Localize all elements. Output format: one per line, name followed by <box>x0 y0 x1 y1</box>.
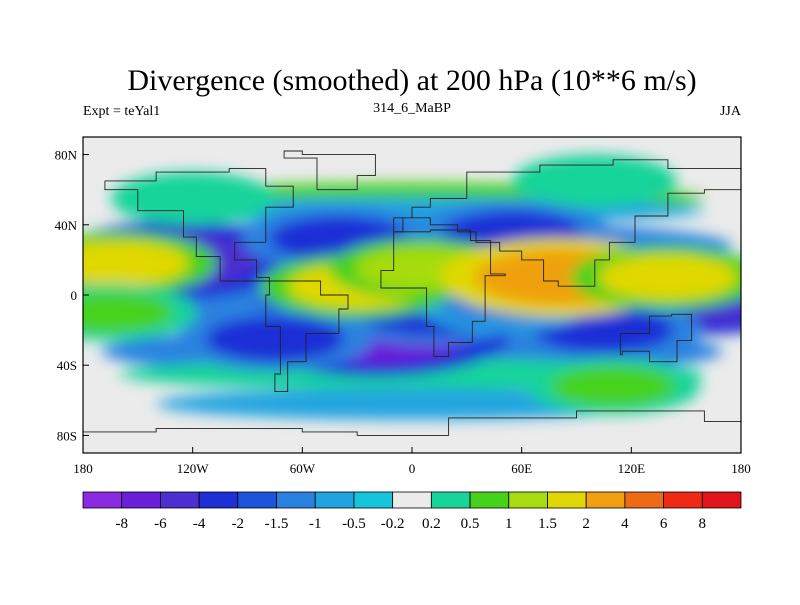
colorbar: -8 -6 -4 -2 -1.5 -1 -0.5 -0.2 0.2 0.5 1 1.5 2 4 6 8 <box>82 491 742 532</box>
run-label: 314_6_MaBP <box>373 101 451 116</box>
x-tick-label: 120E <box>618 461 646 476</box>
colorbar-label: -1.5 <box>265 516 289 532</box>
coastline-5 <box>83 410 741 453</box>
colorbar-label: 2 <box>582 516 590 532</box>
x-tick-label: 180 <box>731 461 751 476</box>
colorbar-label: -4 <box>193 516 206 532</box>
colorbar-label: 1 <box>505 516 513 532</box>
colorbar-swatch <box>547 491 587 509</box>
colorbar-swatch <box>508 491 548 509</box>
colorbar-label: 0.5 <box>461 516 480 532</box>
colorbar-swatch <box>624 491 664 509</box>
colorbar-label: -0.2 <box>381 516 405 532</box>
colorbar-label: -8 <box>115 516 128 532</box>
x-tick-label: 0 <box>409 461 416 476</box>
x-tick-label: 180 <box>73 461 93 476</box>
x-tick-label: 60E <box>511 461 532 476</box>
y-tick-label: 80N <box>55 148 78 163</box>
field-core-14 <box>83 292 173 333</box>
colorbar-swatch <box>353 491 394 509</box>
colorbar-label: 1.5 <box>538 516 557 532</box>
field-core-15 <box>550 366 676 407</box>
experiment-label: Expt = teYal1 <box>83 104 160 119</box>
colorbar-label: 8 <box>699 516 707 532</box>
colorbar-swatch <box>121 491 161 509</box>
colorbar-label: -0.5 <box>342 516 366 532</box>
divergence-field <box>83 154 741 420</box>
chart-title: Divergence (smoothed) at 200 hPa (10**6 … <box>127 64 696 97</box>
colorbar-label: 4 <box>621 516 629 532</box>
coastline-4 <box>619 313 693 363</box>
y-tick-label: 0 <box>71 288 78 303</box>
colorbar-label: -2 <box>232 516 245 532</box>
colorbar-swatch <box>585 491 626 509</box>
colorbar-swatch <box>82 491 123 509</box>
y-tick-label: 40S <box>57 358 77 373</box>
season-label: JJA <box>720 104 742 119</box>
colorbar-swatch <box>469 491 510 509</box>
field-core-13 <box>598 254 738 301</box>
colorbar-label: -1 <box>309 516 322 532</box>
x-tick-label: 60W <box>290 461 316 476</box>
field-core-9 <box>83 240 189 287</box>
plot-area <box>83 137 741 453</box>
colorbar-label: 6 <box>660 516 668 532</box>
coastline-0 <box>104 168 294 282</box>
x-tick-label: 120W <box>177 461 210 476</box>
colorbar-swatch <box>198 491 239 509</box>
y-tick-label: 80S <box>57 428 77 443</box>
y-axis: 80N 40N 0 40S 80S <box>55 148 89 443</box>
x-axis: 180 120W 60W 0 60E 120E 180 <box>73 447 751 476</box>
colorbar-swatch <box>392 491 432 509</box>
colorbar-swatch <box>276 491 316 509</box>
field-core-16 <box>536 162 654 200</box>
colorbar-swatch <box>160 491 200 509</box>
coastlines <box>83 150 741 453</box>
coastline-3 <box>393 159 741 287</box>
colorbar-swatch <box>430 491 471 509</box>
y-tick-label: 40N <box>55 218 78 233</box>
field-core-17 <box>134 179 252 218</box>
colorbar-swatch <box>237 491 277 509</box>
colorbar-swatch <box>314 491 355 509</box>
coastline-2 <box>380 229 506 357</box>
field-core-3 <box>205 316 345 362</box>
coastline-6 <box>283 150 376 191</box>
colorbar-swatch <box>701 491 742 509</box>
colorbar-label: 0.2 <box>422 516 441 532</box>
coastline-1 <box>265 280 349 393</box>
colorbar-label: -6 <box>154 516 167 532</box>
colorbar-swatch <box>663 491 703 509</box>
